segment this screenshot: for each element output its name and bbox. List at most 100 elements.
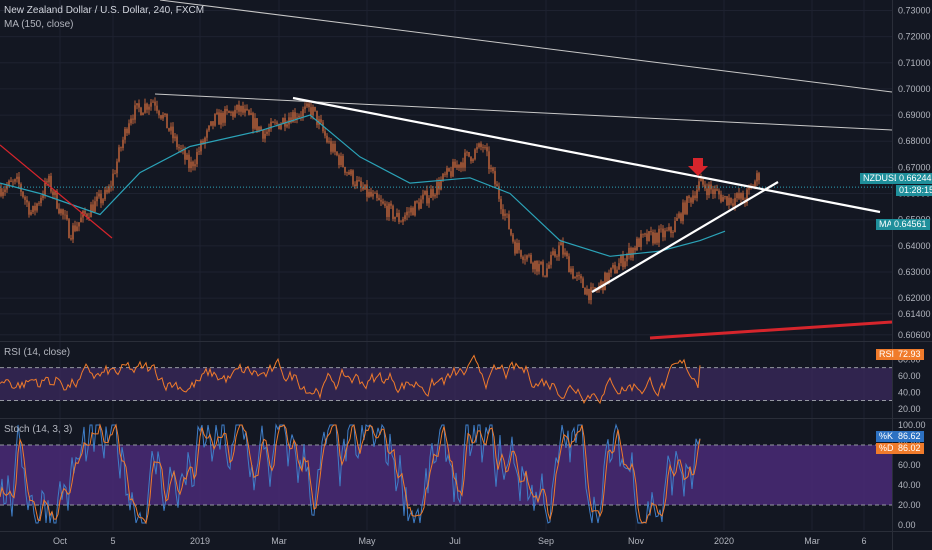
- candle-body: [162, 115, 164, 119]
- drawings-layer[interactable]: [0, 0, 893, 340]
- candle-body: [300, 115, 302, 117]
- rsi-band-fill: [0, 367, 892, 401]
- candle-body: [342, 155, 344, 167]
- candle-body: [166, 113, 168, 129]
- candle-body: [284, 118, 286, 127]
- candle-body: [316, 110, 318, 125]
- stoch-tick-label: 0.00: [898, 520, 916, 530]
- candle-body: [682, 202, 684, 222]
- candle-body: [650, 231, 652, 233]
- candle-body: [176, 136, 178, 148]
- candle-body: [708, 184, 710, 196]
- candle-body: [516, 242, 518, 254]
- candle-body: [358, 180, 360, 182]
- candle-body: [610, 267, 612, 273]
- candle-body: [324, 131, 326, 136]
- stoch-series: [0, 423, 701, 525]
- candle-body: [416, 201, 418, 203]
- candle-body: [302, 109, 304, 117]
- candle-body: [412, 207, 414, 216]
- candle-body: [490, 167, 492, 170]
- candle-body: [174, 136, 176, 139]
- candle-body: [452, 161, 454, 177]
- candle-body: [656, 232, 658, 243]
- candle-body: [728, 197, 730, 206]
- candle-body: [92, 204, 94, 212]
- candle-body: [724, 196, 726, 198]
- candle-body: [702, 177, 704, 185]
- stoch-tick-label: 40.00: [898, 480, 921, 490]
- stoch-tick-label: 100.00: [898, 420, 926, 430]
- candle-body: [504, 213, 506, 216]
- candle-body: [366, 184, 368, 197]
- rsi-legend: RSI (14, close): [4, 347, 71, 358]
- candle-body: [614, 265, 616, 274]
- candle-body: [478, 143, 480, 148]
- candle-body: [376, 192, 378, 198]
- candle-body: [210, 121, 212, 126]
- candle-body: [340, 155, 342, 166]
- candle-body: [684, 202, 686, 214]
- candle-body: [560, 242, 562, 246]
- candle-body: [70, 238, 72, 240]
- candle-body: [258, 126, 260, 131]
- candle-body: [326, 135, 328, 143]
- stoch-k-tag-value: 86.62: [895, 431, 924, 442]
- candle-body: [392, 205, 394, 219]
- candle-body: [44, 181, 46, 196]
- candle-body: [564, 252, 566, 255]
- candle-body: [652, 232, 654, 244]
- candle-body: [294, 112, 296, 120]
- candle-body: [718, 190, 720, 195]
- price-tick-label: 0.71000: [898, 58, 931, 68]
- candle-body: [754, 181, 756, 188]
- candle-body: [688, 196, 690, 199]
- candle-body: [134, 105, 136, 120]
- candle-body: [138, 103, 140, 108]
- candle-body: [604, 272, 606, 291]
- candle-body: [474, 149, 476, 160]
- candle-body: [84, 211, 86, 214]
- candle-body: [686, 196, 688, 214]
- candle-body: [674, 220, 676, 232]
- candle-body: [228, 110, 230, 113]
- candle-body: [212, 121, 214, 126]
- candle-body: [74, 225, 76, 231]
- candle-body: [22, 191, 24, 197]
- candle-body: [446, 168, 448, 175]
- candle-body: [592, 287, 594, 288]
- candle-body: [156, 105, 158, 111]
- candle-body: [348, 172, 350, 175]
- candle-body: [566, 252, 568, 257]
- price-series: [0, 97, 892, 305]
- candle-body: [350, 170, 352, 175]
- candle-body: [420, 199, 422, 209]
- candle-body: [158, 110, 160, 116]
- candle-body: [238, 104, 240, 112]
- candle-body: [648, 231, 650, 241]
- candle-body: [124, 128, 126, 140]
- candle-body: [338, 155, 340, 166]
- candle-body: [160, 115, 162, 119]
- candle-body: [662, 228, 664, 238]
- candle-body: [442, 173, 444, 181]
- candle-body: [226, 108, 228, 111]
- candle-body: [190, 161, 192, 169]
- candle-body: [414, 201, 416, 216]
- candle-body: [64, 214, 66, 216]
- candle-body: [386, 205, 388, 217]
- candle-body: [462, 162, 464, 168]
- candle-body: [730, 197, 732, 204]
- candle-body: [230, 111, 232, 113]
- candle-body: [288, 117, 290, 125]
- candle-body: [356, 180, 358, 187]
- long-trendline-top: [159, 0, 893, 93]
- candle-body: [194, 164, 196, 167]
- rsi-tick-label: 40.00: [898, 387, 921, 397]
- candle-body: [178, 147, 180, 149]
- candle-body: [328, 141, 330, 143]
- candle-body: [14, 179, 16, 182]
- candle-body: [388, 203, 390, 217]
- candle-body: [498, 186, 500, 199]
